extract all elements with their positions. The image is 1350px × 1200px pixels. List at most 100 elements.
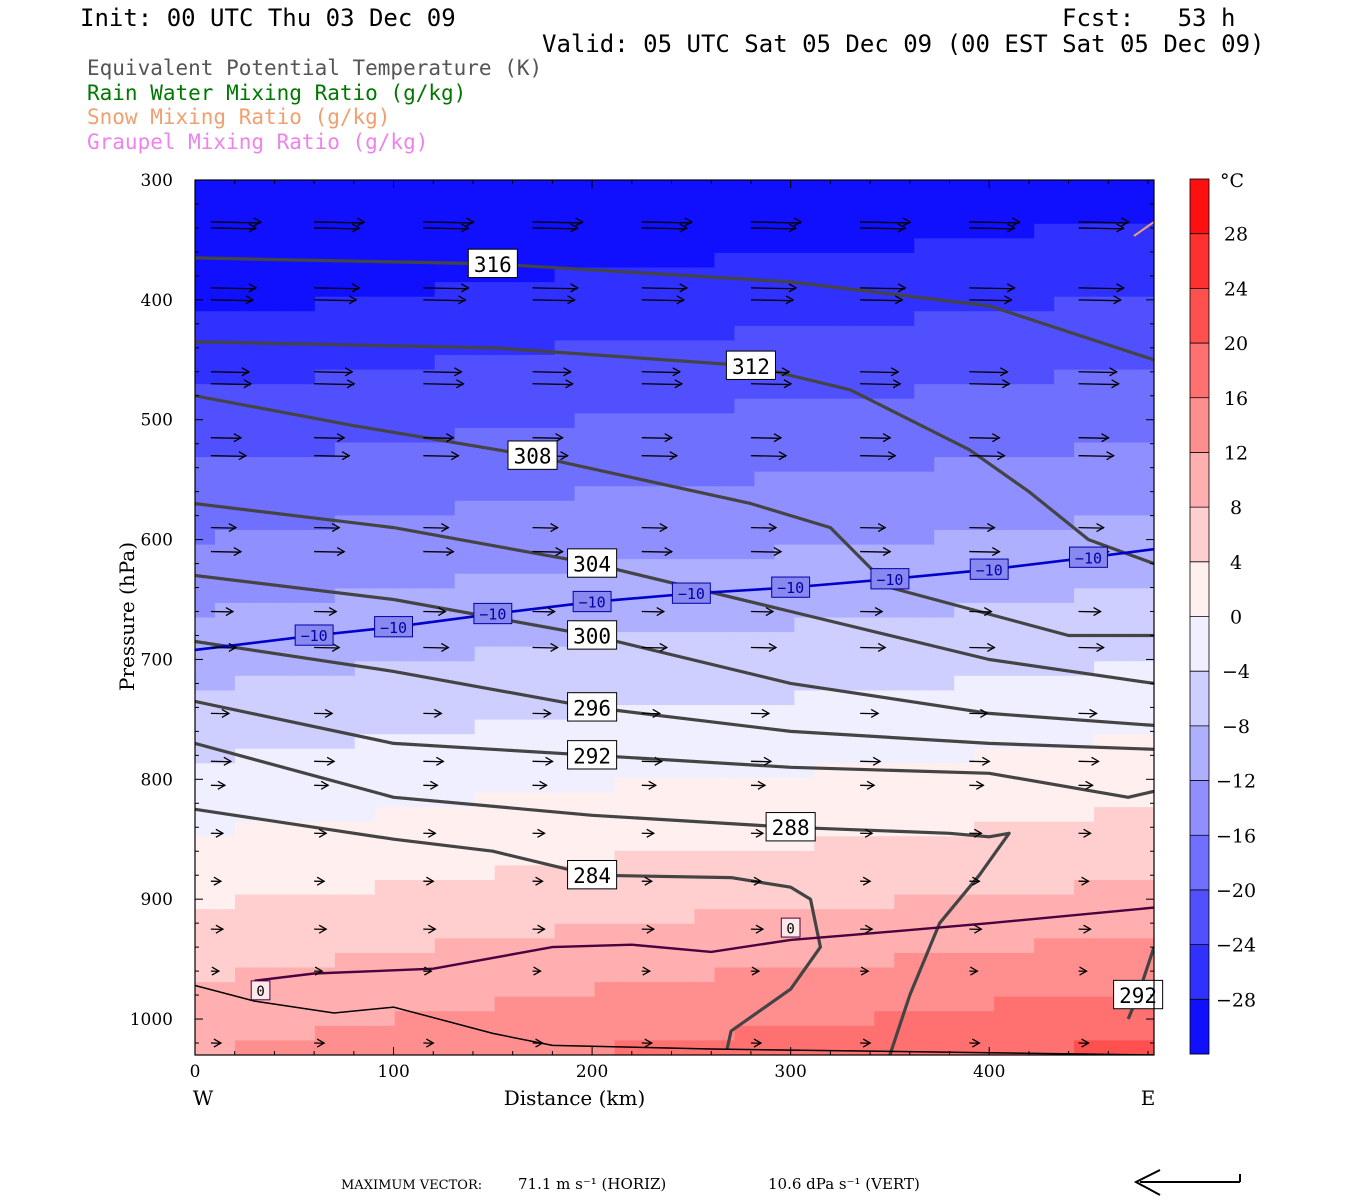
- shading-cell: [334, 1040, 356, 1055]
- shading-cell: [454, 865, 476, 881]
- shading-cell: [454, 1011, 476, 1027]
- shading-cell: [294, 923, 316, 939]
- shading-cell: [1134, 617, 1154, 633]
- shading-cell: [754, 223, 775, 239]
- shading-cell: [954, 180, 975, 196]
- shading-cell: [1074, 442, 1095, 458]
- shading-cell: [214, 661, 236, 677]
- shading-cell: [534, 369, 556, 385]
- shading-cell: [854, 588, 875, 604]
- colorbar-tick-label: −16: [1216, 825, 1256, 847]
- shading-cell: [694, 719, 716, 735]
- shading-cell: [534, 923, 556, 939]
- shading-cell: [1074, 880, 1095, 896]
- shading-cell: [394, 1011, 416, 1027]
- shading-cell: [294, 325, 316, 342]
- shading-cell: [654, 238, 676, 254]
- shading-cell: [274, 996, 296, 1012]
- shading-cell: [514, 909, 536, 925]
- shading-cell: [454, 398, 476, 414]
- shading-cell: [914, 427, 935, 444]
- shading-cell: [394, 340, 416, 356]
- shading-cell: [534, 763, 556, 779]
- shading-cell: [914, 996, 935, 1012]
- shading-cell: [1134, 282, 1154, 298]
- shading-cell: [1034, 573, 1055, 589]
- shading-cell: [195, 748, 216, 764]
- shading-cell: [195, 661, 216, 677]
- shading-cell: [754, 471, 775, 487]
- shading-cell: [754, 1025, 775, 1042]
- shading-cell: [734, 763, 756, 779]
- shading-cell: [834, 909, 855, 925]
- shading-cell: [594, 675, 616, 692]
- shading-cell: [1134, 646, 1154, 662]
- shading-cell: [294, 748, 316, 764]
- shading-cell: [1114, 602, 1135, 619]
- shading-cell: [474, 777, 496, 794]
- shading-cell: [794, 996, 815, 1012]
- shading-cell: [434, 923, 456, 939]
- shading-cell: [234, 471, 256, 487]
- shading-cell: [374, 223, 396, 239]
- shading-cell: [934, 252, 955, 269]
- shading-cell: [1074, 1040, 1095, 1055]
- max-vector-arrow: [1133, 1169, 1241, 1196]
- shading-cell: [714, 894, 736, 910]
- isotherm-zero-label-box: [250, 980, 271, 1001]
- shading-cell: [914, 296, 935, 312]
- wind-vector-head: [672, 367, 682, 377]
- shading-cell: [1114, 427, 1135, 444]
- shading-cell: [854, 748, 875, 764]
- shading-cell: [994, 267, 1015, 283]
- shading-cell: [1014, 807, 1035, 823]
- shading-cell: [314, 471, 336, 487]
- shading-cell: [994, 923, 1015, 939]
- shading-cell: [874, 646, 895, 662]
- shading-cell: [574, 515, 596, 531]
- shading-cell: [654, 632, 676, 648]
- shading-cell: [554, 1025, 576, 1042]
- shading-cell: [774, 1040, 795, 1055]
- wind-vector: [641, 299, 684, 302]
- shading-cell: [914, 1025, 935, 1042]
- shading-cell: [274, 355, 296, 371]
- shading-cell: [574, 238, 596, 254]
- shading-cell: [354, 792, 376, 808]
- shading-cell: [1114, 777, 1135, 794]
- shading-cell: [494, 909, 516, 925]
- colorbar-tick-label: −8: [1222, 716, 1250, 738]
- temperature-shading: [195, 180, 1154, 1055]
- shading-cell: [214, 296, 236, 312]
- shading-cell: [214, 850, 236, 867]
- shading-cell: [1094, 792, 1115, 808]
- wind-vector-head: [972, 1038, 981, 1048]
- shading-cell: [314, 1011, 336, 1027]
- shading-cell: [694, 282, 716, 298]
- shading-cell: [1074, 763, 1095, 779]
- wind-vector-head: [555, 547, 564, 557]
- shading-cell: [414, 384, 436, 400]
- shading-cell: [1094, 952, 1115, 969]
- shading-cell: [654, 1025, 676, 1042]
- shading-cell: [1034, 1025, 1055, 1042]
- shading-cell: [774, 457, 795, 473]
- shading-cell: [894, 675, 915, 692]
- shading-cell: [734, 282, 756, 298]
- shading-cell: [454, 690, 476, 706]
- shading-cell: [534, 223, 556, 239]
- shading-cell: [1094, 996, 1115, 1012]
- shading-cell: [694, 777, 716, 794]
- shading-cell: [234, 223, 256, 239]
- y-tick-label: 500: [141, 411, 173, 431]
- shading-cell: [934, 500, 955, 517]
- shading-cell: [254, 1025, 276, 1042]
- terrain-boundary: [195, 984, 1154, 1055]
- shading-cell: [594, 792, 616, 808]
- wind-vector: [314, 455, 350, 458]
- shading-cell: [834, 1040, 855, 1055]
- shading-cell: [1134, 719, 1154, 735]
- wind-vector-head: [537, 828, 546, 838]
- shading-cell: [1134, 413, 1154, 429]
- shading-cell: [854, 515, 875, 531]
